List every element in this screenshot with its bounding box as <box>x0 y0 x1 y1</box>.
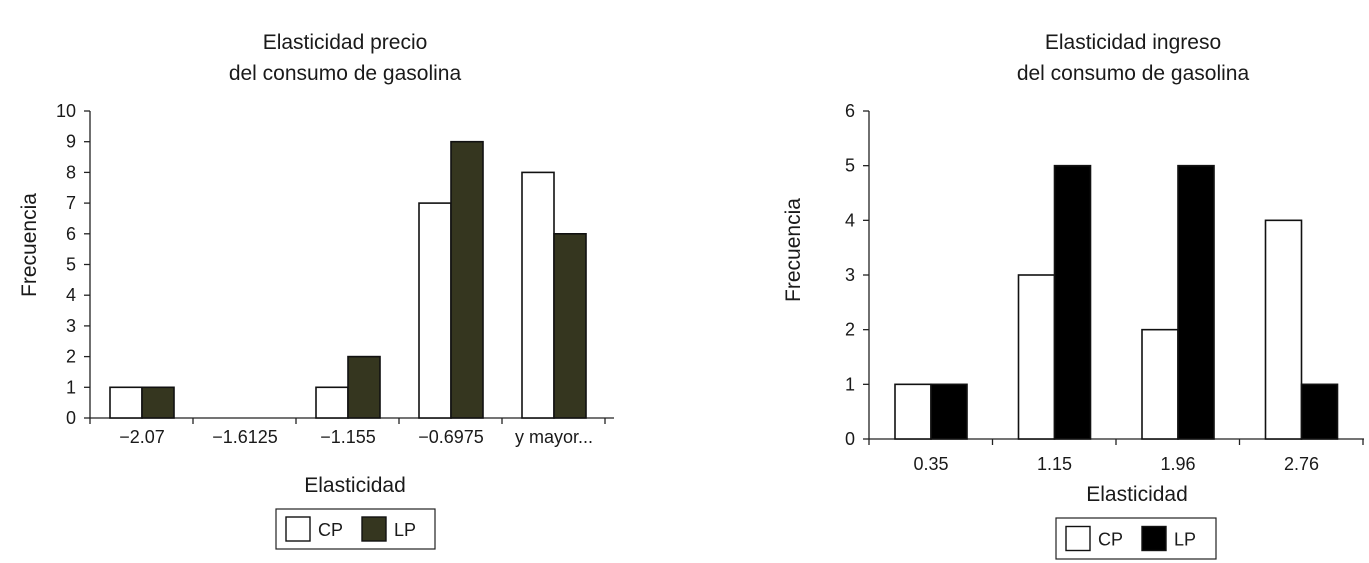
bar-lp <box>553 233 587 419</box>
legend-label-cp: CP <box>318 520 343 540</box>
y-tick-label: 9 <box>66 132 76 152</box>
legend: CP LP <box>1055 517 1217 560</box>
bar-cp <box>109 386 143 419</box>
x-tick-label: 1.15 <box>1037 454 1072 474</box>
bar-lp <box>1177 164 1215 440</box>
y-tick-label: 6 <box>66 224 76 244</box>
bar-cp <box>418 202 452 419</box>
legend: CP LP <box>275 508 436 550</box>
bar-lp <box>1300 383 1339 440</box>
chart-title-line: del consumo de gasolina <box>1017 62 1250 85</box>
x-tick-label: −1.6125 <box>212 427 278 447</box>
chart-title-line: del consumo de gasolina <box>229 62 462 85</box>
y-axis-label: Frecuencia <box>782 198 805 302</box>
bar-lp <box>141 386 175 419</box>
y-tick-label: 6 <box>845 101 855 121</box>
chart-1: Elasticidad precio del consumo de gasolin… <box>18 31 614 550</box>
y-tick-label: 4 <box>66 285 76 305</box>
x-tick-label: 0.35 <box>913 454 948 474</box>
y-tick-label: 10 <box>56 101 76 121</box>
bar-cp <box>1141 328 1179 440</box>
x-axis-label: Elasticidad <box>304 474 406 497</box>
x-tick-label: 2.76 <box>1284 454 1319 474</box>
legend-swatch-lp <box>361 516 387 542</box>
y-tick-label: 2 <box>66 347 76 367</box>
bar-cp <box>315 386 349 419</box>
bar-cp <box>1264 219 1303 440</box>
legend-label-lp: LP <box>394 520 416 540</box>
y-tick-label: 8 <box>66 162 76 182</box>
bar-cp <box>521 171 555 419</box>
legend-swatch-cp <box>285 516 311 542</box>
bar-lp <box>347 355 381 419</box>
x-tick-label: y mayor... <box>515 427 593 447</box>
chart-title-line: Elasticidad ingreso <box>1045 31 1221 54</box>
chart-title-line: Elasticidad precio <box>263 31 428 54</box>
x-tick-label: 1.96 <box>1160 454 1195 474</box>
legend-swatch-cp <box>1065 525 1091 552</box>
bar-lp <box>1053 164 1092 440</box>
chart-2: Elasticidad ingreso del consumo de gasoli… <box>782 31 1364 560</box>
legend-label-cp: CP <box>1098 530 1123 550</box>
legend-label-lp: LP <box>1174 530 1196 550</box>
y-tick-label: 5 <box>66 255 76 275</box>
x-tick-label: −2.07 <box>119 427 165 447</box>
y-tick-label: 1 <box>66 377 76 397</box>
y-tick-label: 1 <box>845 374 855 394</box>
y-tick-label: 0 <box>66 408 76 428</box>
y-tick-label: 0 <box>845 429 855 449</box>
y-tick-label: 5 <box>845 156 855 176</box>
legend-swatch-lp <box>1141 525 1167 552</box>
x-tick-label: −0.6975 <box>418 427 484 447</box>
y-tick-label: 7 <box>66 193 76 213</box>
x-axis-label: Elasticidad <box>1086 483 1188 506</box>
y-tick-label: 3 <box>66 316 76 336</box>
bar-cp <box>1017 274 1056 440</box>
bar-cp <box>894 383 932 440</box>
bar-lp <box>450 140 484 419</box>
bar-lp <box>930 383 968 440</box>
y-tick-label: 3 <box>845 265 855 285</box>
y-axis-label: Frecuencia <box>18 193 41 297</box>
y-tick-label: 4 <box>845 210 855 230</box>
y-tick-label: 2 <box>845 320 855 340</box>
x-tick-label: −1.155 <box>320 427 376 447</box>
